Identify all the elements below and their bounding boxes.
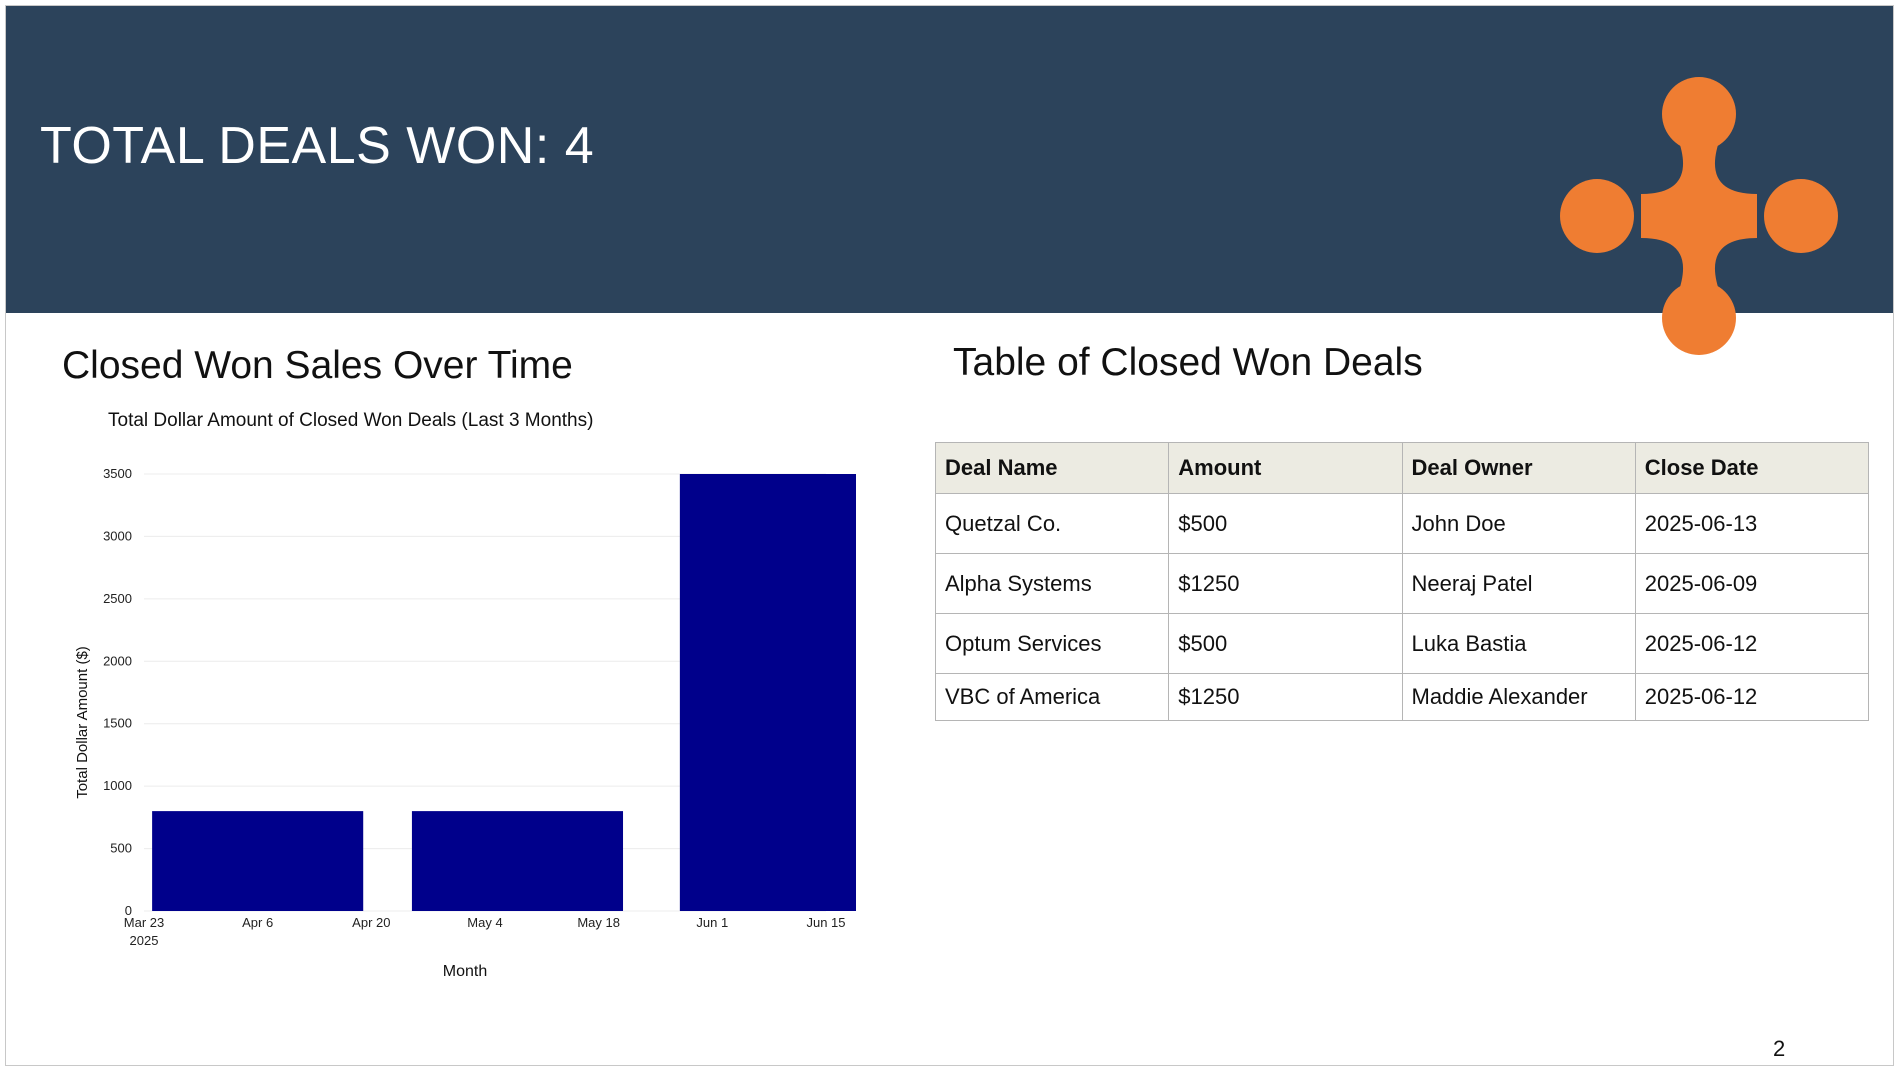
y-tick-label: 3500 (103, 466, 132, 481)
x-tick-label: Jun 1 (696, 915, 728, 930)
table-section-title: Table of Closed Won Deals (953, 341, 1423, 384)
page-title: TOTAL DEALS WON: 4 (40, 117, 595, 175)
amount-cell: $1250 (1168, 553, 1403, 614)
bar-chart: Total Dollar Amount of Closed Won Deals … (66, 401, 891, 1001)
table-row: Quetzal Co. $500 John Doe 2025-06-13 (934, 493, 1870, 554)
table-row: VBC of America $1250 Maddie Alexander 20… (934, 673, 1870, 721)
column-header-deal-owner: Deal Owner (1401, 442, 1636, 494)
x-tick-label: May 18 (577, 915, 620, 930)
amount-cell: $500 (1168, 493, 1403, 554)
amount-cell: $500 (1168, 613, 1403, 674)
slide: TOTAL DEALS WON: 4 Closed Won Sales Over… (5, 5, 1894, 1066)
deal-owner-cell: John Doe (1401, 493, 1636, 554)
deal-owner-cell: Luka Bastia (1401, 613, 1636, 674)
bar (411, 811, 624, 911)
chart-title: Total Dollar Amount of Closed Won Deals … (108, 410, 593, 431)
y-tick-label: 500 (110, 841, 132, 856)
x-axis-label: Month (443, 963, 487, 980)
deal-name-cell: Alpha Systems (934, 553, 1170, 614)
y-tick-label: 2000 (103, 653, 132, 668)
deal-owner-cell: Neeraj Patel (1401, 553, 1636, 614)
table-row: Optum Services $500 Luka Bastia 2025-06-… (934, 613, 1870, 674)
header-band: TOTAL DEALS WON: 4 (6, 6, 1893, 313)
x-tick-label: May 4 (467, 915, 502, 930)
bar (679, 474, 891, 911)
close-date-cell: 2025-06-09 (1634, 553, 1870, 614)
deals-table-container: Deal Name Amount Deal Owner Close Date Q… (934, 442, 1870, 721)
deal-name-cell: Quetzal Co. (934, 493, 1170, 554)
close-date-cell: 2025-06-12 (1634, 673, 1870, 721)
x-tick-sublabel: 2025 (130, 933, 159, 948)
close-date-cell: 2025-06-13 (1634, 493, 1870, 554)
y-tick-label: 1000 (103, 778, 132, 793)
column-header-amount: Amount (1168, 442, 1403, 494)
deal-name-cell: Optum Services (934, 613, 1170, 674)
deal-owner-cell: Maddie Alexander (1401, 673, 1636, 721)
y-tick-label: 1500 (103, 716, 132, 731)
column-header-close-date: Close Date (1634, 442, 1870, 494)
bar-chart-svg: Total Dollar Amount of Closed Won Deals … (74, 410, 891, 980)
x-tick-label: Mar 23 (124, 915, 164, 930)
x-tick-label: Apr 6 (242, 915, 273, 930)
chart-section-title: Closed Won Sales Over Time (62, 344, 573, 387)
deal-name-cell: VBC of America (934, 673, 1170, 721)
y-tick-label: 3000 (103, 528, 132, 543)
x-tick-label: Apr 20 (352, 915, 390, 930)
column-header-deal-name: Deal Name (934, 442, 1170, 494)
table-header-row: Deal Name Amount Deal Owner Close Date (934, 442, 1870, 494)
y-tick-label: 0 (125, 903, 132, 918)
amount-cell: $1250 (1168, 673, 1403, 721)
y-tick-label: 2500 (103, 591, 132, 606)
y-axis-label: Total Dollar Amount ($) (74, 646, 91, 799)
close-date-cell: 2025-06-12 (1634, 613, 1870, 674)
x-tick-label: Jun 15 (806, 915, 845, 930)
four-lobed-logo-icon (1560, 77, 1838, 355)
table-row: Alpha Systems $1250 Neeraj Patel 2025-06… (934, 553, 1870, 614)
deals-table: Deal Name Amount Deal Owner Close Date Q… (934, 442, 1870, 721)
bar (152, 811, 364, 911)
page-number: 2 (1773, 1036, 1786, 1061)
